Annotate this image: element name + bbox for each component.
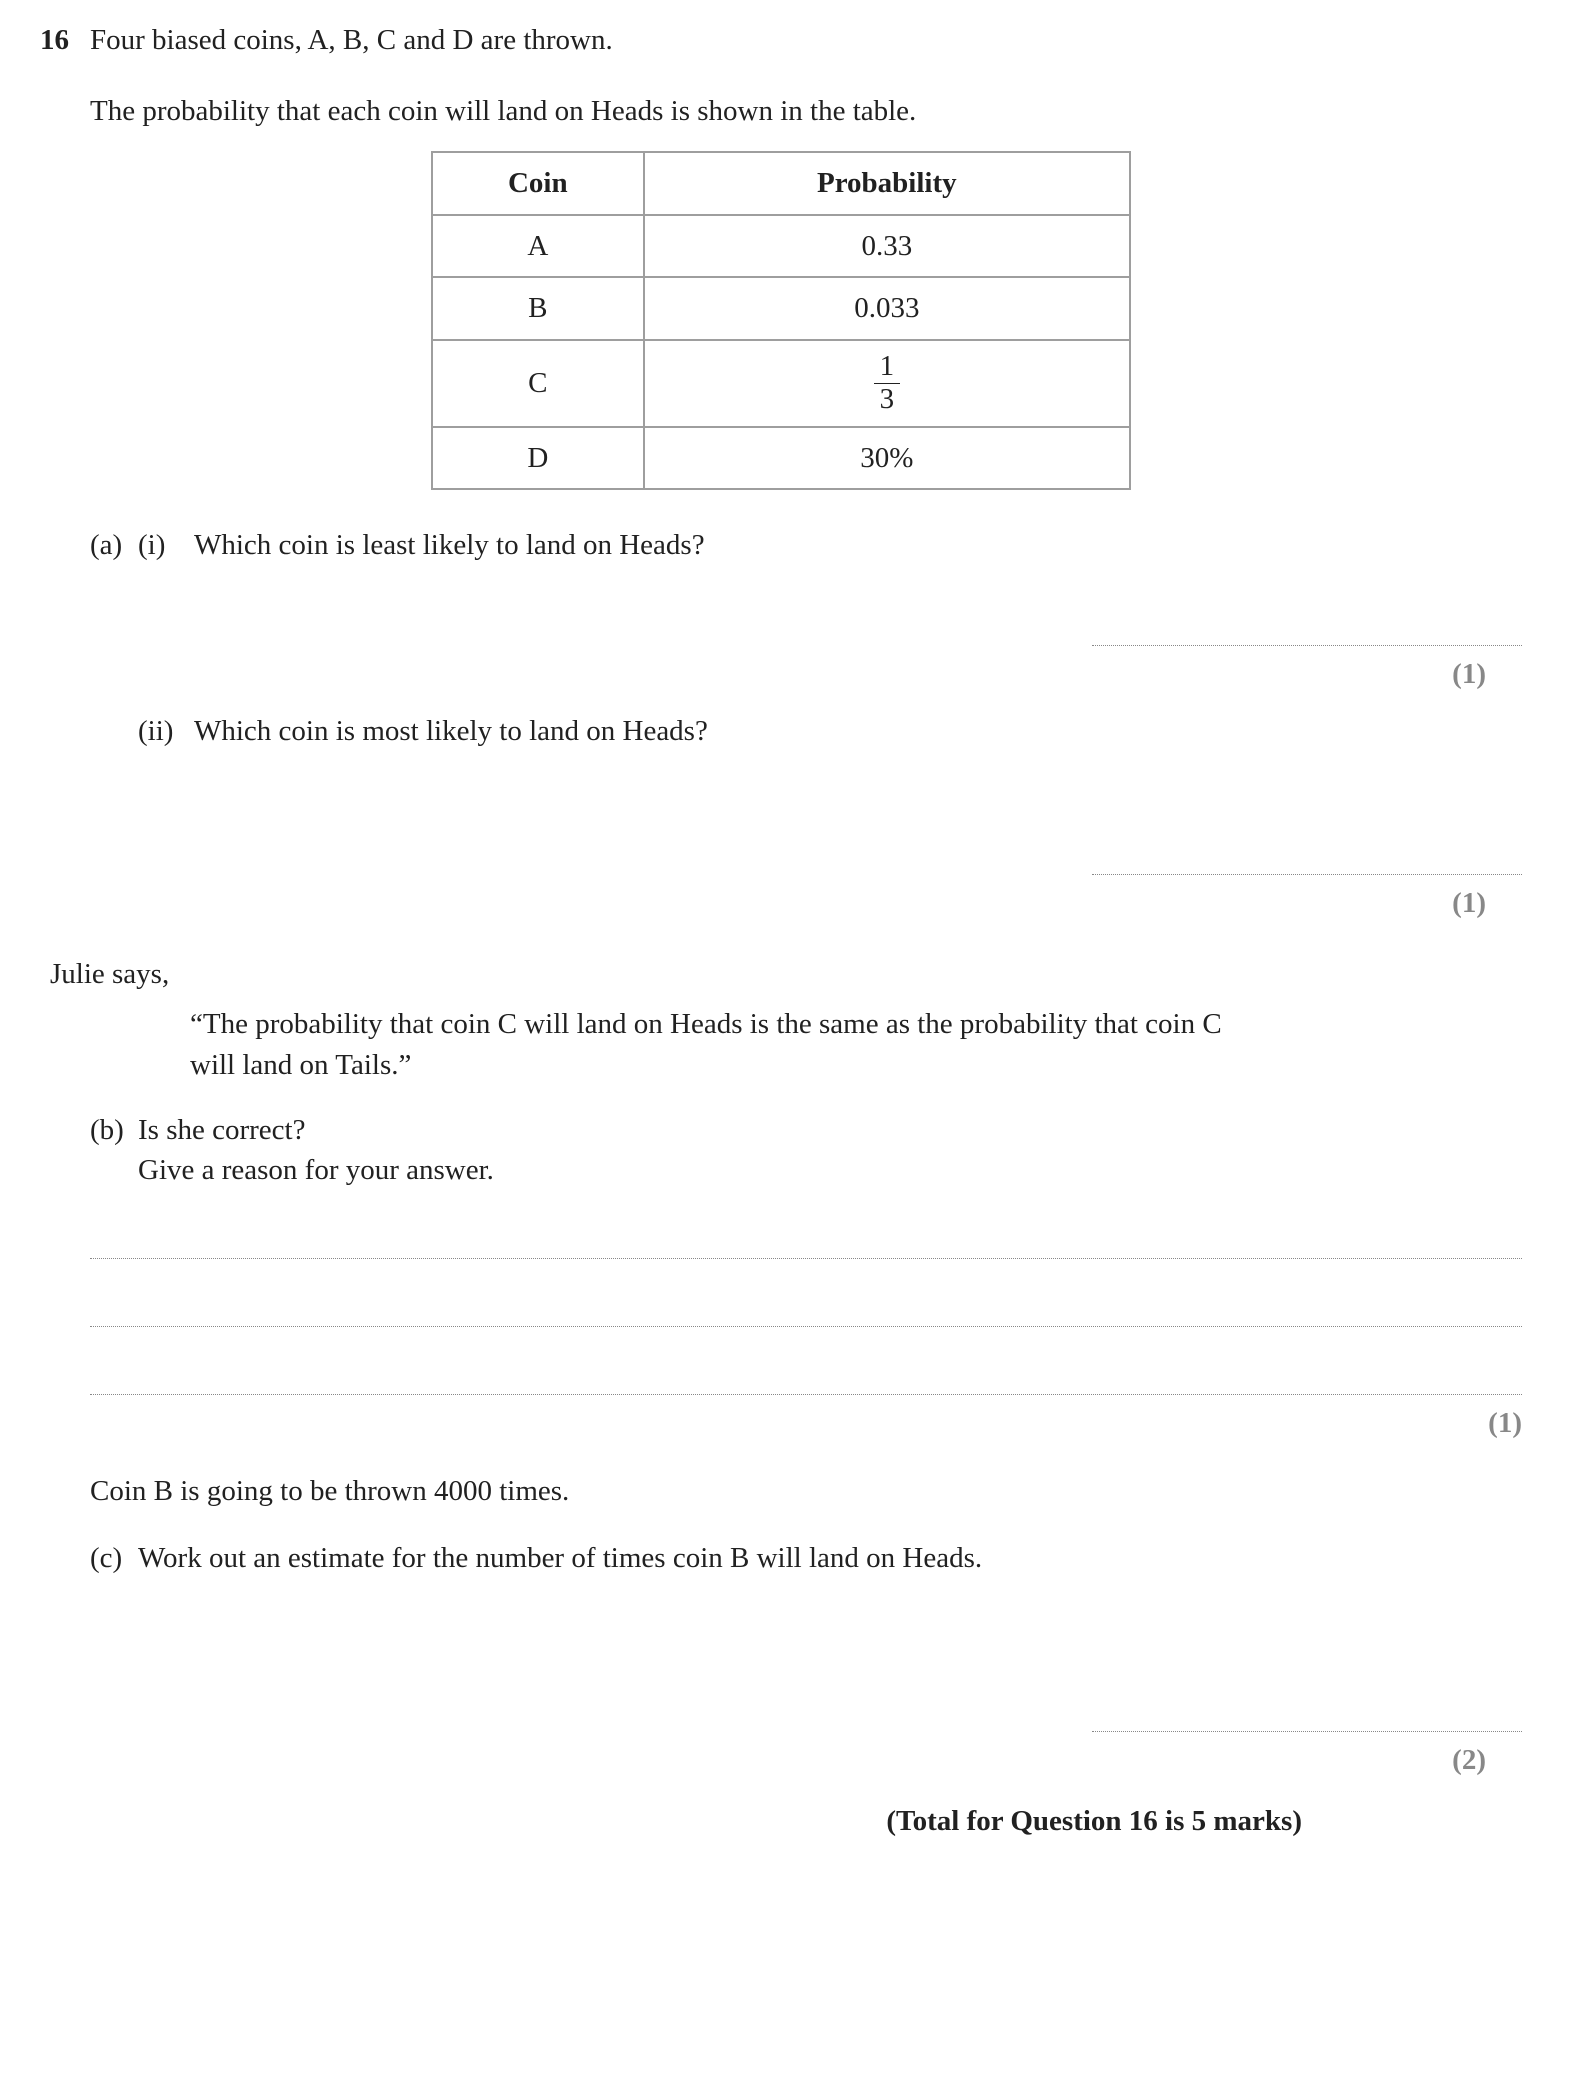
part-a: (a) (i) Which coin is least likely to la… xyxy=(90,525,1522,923)
coin-cell: C xyxy=(432,340,644,427)
answer-line[interactable] xyxy=(90,1235,1522,1259)
table-header-row: Coin Probability xyxy=(432,152,1130,215)
prob-cell-fraction: 1 3 xyxy=(644,340,1130,427)
prob-cell: 30% xyxy=(644,427,1130,490)
part-c-text: Work out an estimate for the number of t… xyxy=(138,1538,1522,1579)
question-number: 16 xyxy=(40,20,90,61)
table-row: A 0.33 xyxy=(432,215,1130,278)
marks-a-i: (1) xyxy=(90,654,1522,695)
total-marks: (Total for Question 16 is 5 marks) xyxy=(40,1801,1302,1842)
fraction: 1 3 xyxy=(874,351,901,416)
probability-table: Coin Probability A 0.33 B 0.033 C 1 3 D … xyxy=(431,151,1131,490)
prob-cell: 0.033 xyxy=(644,277,1130,340)
julie-intro: Julie says, xyxy=(50,954,1522,995)
fraction-denominator: 3 xyxy=(874,384,901,416)
part-a-ii-text: Which coin is most likely to land on Hea… xyxy=(194,711,1522,752)
table-header-probability: Probability xyxy=(644,152,1130,215)
marks-b: (1) xyxy=(40,1403,1522,1444)
table-row: B 0.033 xyxy=(432,277,1130,340)
question-intro-1: Four biased coins, A, B, C and D are thr… xyxy=(90,20,1522,61)
long-answer-lines xyxy=(90,1235,1522,1395)
fraction-numerator: 1 xyxy=(874,351,901,384)
table-row: D 30% xyxy=(432,427,1130,490)
part-b-label: (b) xyxy=(90,1110,138,1191)
answer-line[interactable] xyxy=(1092,1708,1522,1732)
table-header-coin: Coin xyxy=(432,152,644,215)
spacer xyxy=(90,711,138,752)
question-header: 16 Four biased coins, A, B, C and D are … xyxy=(40,20,1522,61)
answer-line[interactable] xyxy=(1092,851,1522,875)
probability-table-wrap: Coin Probability A 0.33 B 0.033 C 1 3 D … xyxy=(40,151,1522,490)
part-a-i-label: (i) xyxy=(138,525,194,566)
marks-a-ii: (1) xyxy=(90,883,1522,924)
question-intro-2: The probability that each coin will land… xyxy=(90,91,1522,132)
part-a-i-text: Which coin is least likely to land on He… xyxy=(194,525,1522,566)
coin-cell: A xyxy=(432,215,644,278)
coin-cell: D xyxy=(432,427,644,490)
answer-line[interactable] xyxy=(1092,622,1522,646)
coin-cell: B xyxy=(432,277,644,340)
table-row: C 1 3 xyxy=(432,340,1130,427)
julie-quote: “The probability that coin C will land o… xyxy=(190,1004,1262,1085)
part-c: (c) Work out an estimate for the number … xyxy=(90,1538,1522,1781)
part-a-ii-label: (ii) xyxy=(138,711,194,752)
part-b-line2: Give a reason for your answer. xyxy=(138,1150,1522,1191)
answer-line[interactable] xyxy=(90,1371,1522,1395)
part-a-label: (a) xyxy=(90,525,138,566)
part-b: (b) Is she correct? Give a reason for yo… xyxy=(90,1110,1522,1191)
answer-line[interactable] xyxy=(90,1303,1522,1327)
marks-c: (2) xyxy=(90,1740,1522,1781)
part-c-label: (c) xyxy=(90,1538,138,1579)
prob-cell: 0.33 xyxy=(644,215,1130,278)
part-b-line1: Is she correct? xyxy=(138,1110,1522,1151)
part-c-intro: Coin B is going to be thrown 4000 times. xyxy=(90,1471,1522,1512)
